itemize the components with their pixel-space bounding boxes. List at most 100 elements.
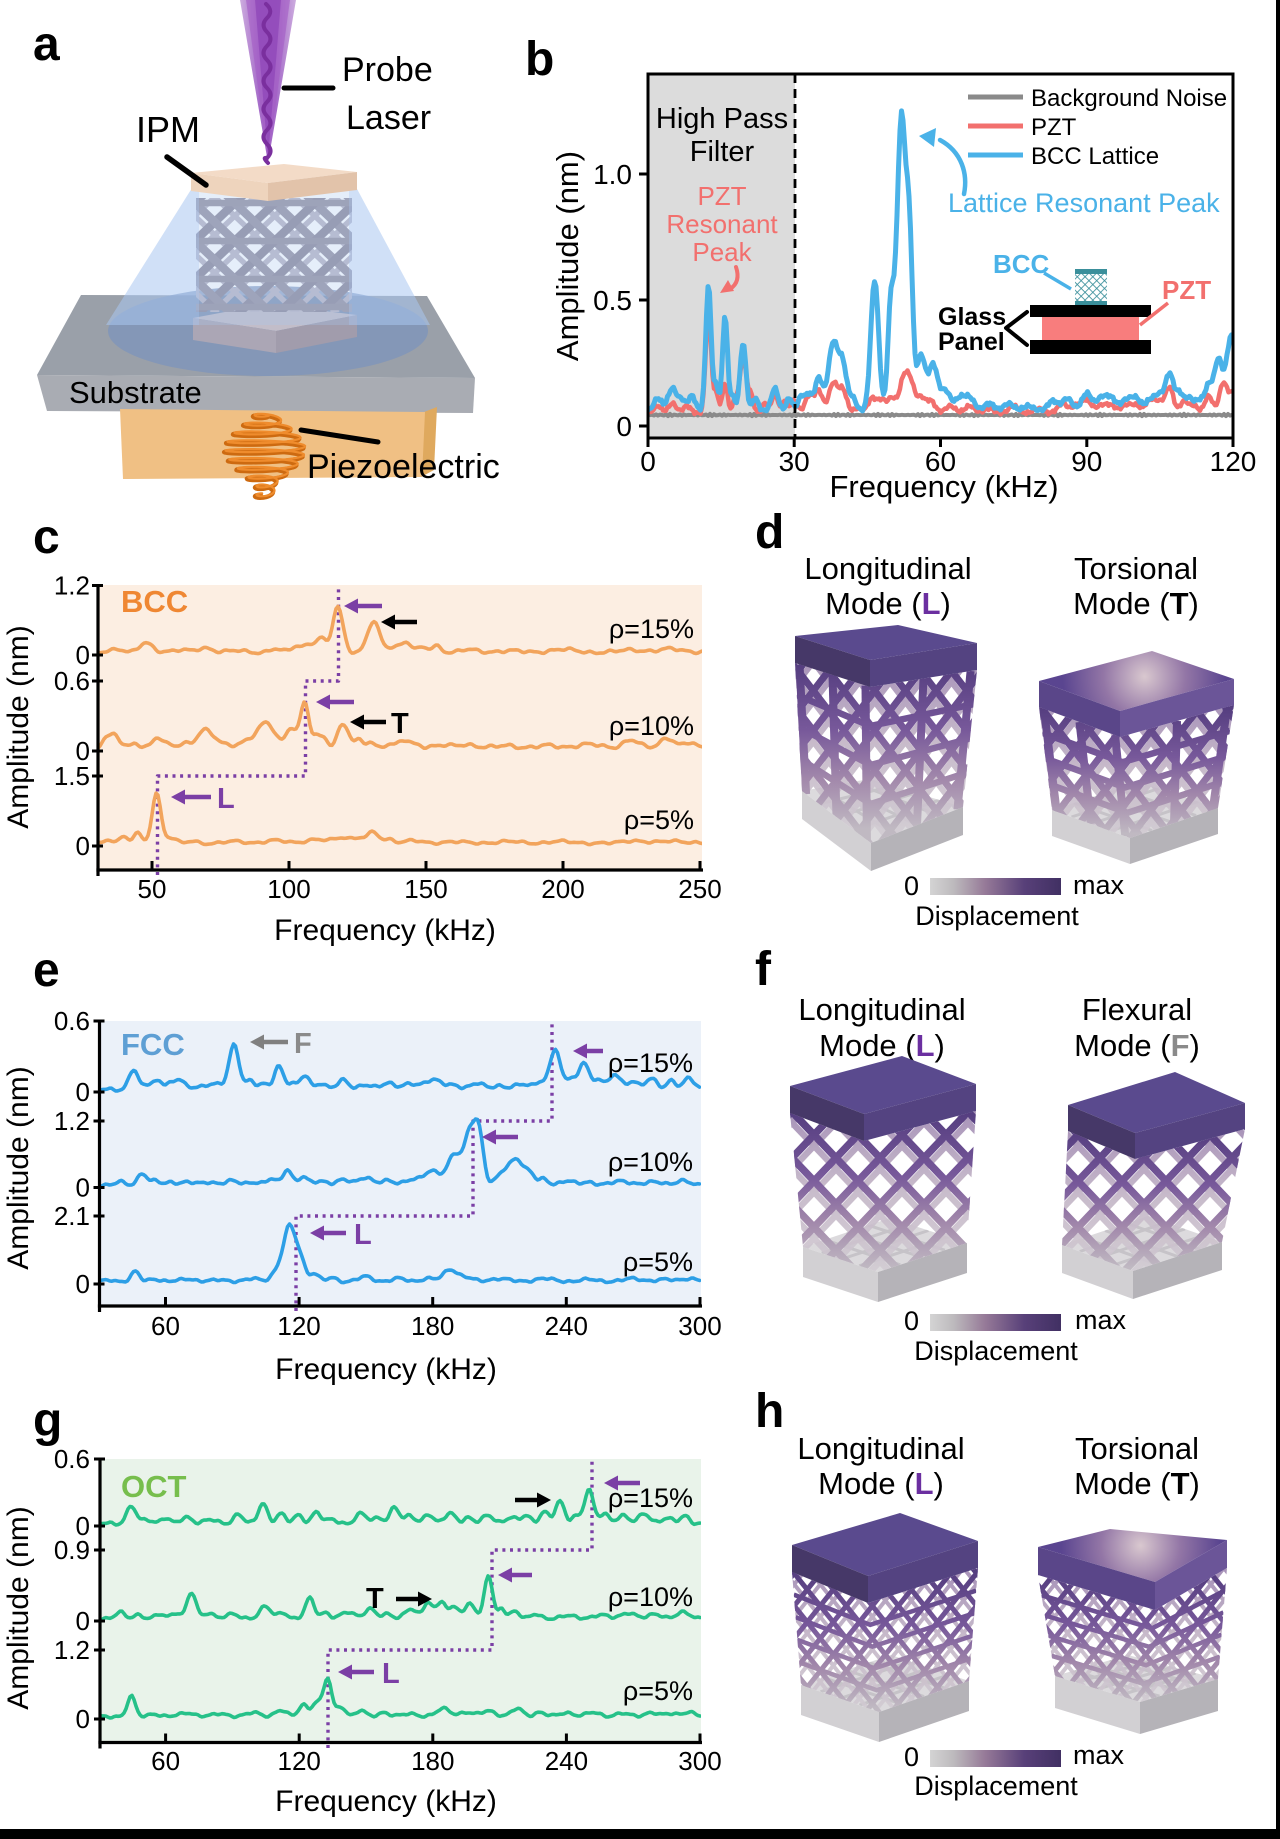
svg-text:0: 0 (76, 1269, 90, 1299)
svg-text:150: 150 (404, 874, 447, 904)
svg-text:50: 50 (138, 874, 167, 904)
svg-text:Frequency (kHz): Frequency (kHz) (829, 469, 1058, 504)
svg-text:1.5: 1.5 (54, 761, 90, 791)
svg-text:Longitudinal: Longitudinal (798, 992, 965, 1027)
svg-text:Frequency (kHz): Frequency (kHz) (275, 1785, 497, 1818)
svg-text:Substrate: Substrate (69, 375, 202, 410)
svg-text:Glass: Glass (938, 303, 1006, 331)
svg-text:90: 90 (1071, 446, 1102, 477)
svg-text:max: max (1073, 870, 1125, 900)
svg-text:0.5: 0.5 (593, 285, 632, 316)
svg-text:300: 300 (678, 1746, 721, 1776)
svg-text:Lattice Resonant Peak: Lattice Resonant Peak (948, 188, 1220, 218)
svg-text:F: F (294, 1028, 312, 1060)
svg-text:Torsional: Torsional (1074, 551, 1198, 586)
svg-text:2.1: 2.1 (54, 1201, 90, 1231)
svg-text:g: g (33, 1394, 62, 1447)
svg-text:0: 0 (76, 736, 90, 766)
svg-text:0: 0 (76, 1704, 90, 1734)
svg-text:240: 240 (545, 1746, 588, 1776)
svg-text:T: T (391, 708, 409, 740)
svg-text:0.9: 0.9 (54, 1535, 90, 1565)
svg-text:ρ=15%: ρ=15% (608, 1483, 693, 1513)
svg-text:0: 0 (76, 1173, 90, 1203)
svg-text:300: 300 (678, 1311, 721, 1341)
svg-text:30: 30 (779, 446, 810, 477)
svg-text:0: 0 (904, 871, 919, 901)
svg-text:Mode (T): Mode (T) (1074, 1466, 1200, 1501)
svg-text:ρ=10%: ρ=10% (609, 711, 694, 741)
svg-text:200: 200 (541, 874, 584, 904)
svg-text:1.2: 1.2 (54, 571, 90, 601)
svg-text:0: 0 (76, 1511, 90, 1541)
svg-text:0: 0 (904, 1306, 919, 1336)
svg-text:180: 180 (411, 1311, 454, 1341)
svg-text:0: 0 (76, 1077, 90, 1107)
svg-text:Resonant: Resonant (666, 209, 778, 239)
svg-text:L: L (354, 1219, 372, 1251)
svg-text:0: 0 (640, 446, 656, 477)
svg-text:Displacement: Displacement (915, 901, 1079, 931)
svg-text:L: L (382, 1658, 400, 1690)
svg-text:Amplitude (nm): Amplitude (nm) (550, 151, 585, 361)
svg-text:ρ=5%: ρ=5% (623, 1247, 693, 1277)
svg-text:f: f (755, 943, 772, 996)
svg-text:T: T (366, 1583, 384, 1615)
svg-text:ρ=5%: ρ=5% (623, 1676, 693, 1706)
svg-text:250: 250 (678, 874, 721, 904)
svg-text:0: 0 (76, 640, 90, 670)
svg-text:Panel: Panel (938, 328, 1005, 356)
svg-text:0: 0 (616, 411, 632, 442)
svg-text:1.0: 1.0 (593, 159, 632, 190)
svg-text:Amplitude (nm): Amplitude (nm) (2, 1506, 35, 1709)
svg-text:max: max (1075, 1305, 1127, 1335)
svg-text:OCT: OCT (121, 1469, 187, 1504)
svg-text:Mode (F): Mode (F) (1074, 1028, 1200, 1063)
svg-text:Longitudinal: Longitudinal (804, 551, 971, 586)
svg-text:Mode (L): Mode (L) (818, 1466, 944, 1501)
svg-text:100: 100 (267, 874, 310, 904)
svg-text:ρ=10%: ρ=10% (608, 1582, 693, 1612)
svg-text:0: 0 (76, 1606, 90, 1636)
svg-text:PZT: PZT (1162, 275, 1211, 305)
svg-text:120: 120 (277, 1311, 320, 1341)
svg-text:Laser: Laser (346, 99, 431, 137)
svg-text:ρ=5%: ρ=5% (624, 805, 694, 835)
svg-text:Frequency (kHz): Frequency (kHz) (275, 1353, 497, 1386)
svg-text:Probe: Probe (342, 51, 433, 89)
svg-text:0.6: 0.6 (54, 666, 90, 696)
svg-text:FCC: FCC (121, 1027, 185, 1062)
svg-text:240: 240 (545, 1311, 588, 1341)
svg-text:BCC Lattice: BCC Lattice (1031, 143, 1159, 170)
svg-text:c: c (33, 511, 60, 564)
svg-text:ρ=15%: ρ=15% (609, 614, 694, 644)
svg-text:Peak: Peak (692, 237, 752, 267)
svg-text:Mode (L): Mode (L) (819, 1028, 945, 1063)
svg-text:d: d (755, 506, 784, 559)
svg-text:60: 60 (151, 1746, 180, 1776)
svg-text:Piezoelectric: Piezoelectric (307, 448, 500, 486)
svg-text:60: 60 (151, 1311, 180, 1341)
svg-text:60: 60 (925, 446, 956, 477)
svg-text:Background Noise: Background Noise (1031, 85, 1227, 112)
svg-text:0: 0 (76, 831, 90, 861)
svg-text:Displacement: Displacement (914, 1336, 1078, 1366)
svg-text:180: 180 (411, 1746, 454, 1776)
svg-text:Filter: Filter (690, 136, 755, 168)
svg-text:IPM: IPM (136, 109, 200, 150)
svg-text:e: e (33, 944, 60, 997)
svg-text:b: b (525, 33, 554, 86)
svg-text:1.2: 1.2 (54, 1106, 90, 1136)
svg-text:120: 120 (1210, 446, 1257, 477)
svg-text:h: h (755, 1385, 784, 1438)
svg-text:Flexural: Flexural (1082, 992, 1192, 1027)
svg-text:BCC: BCC (121, 584, 188, 619)
svg-text:1.2: 1.2 (54, 1635, 90, 1665)
svg-text:PZT: PZT (697, 181, 746, 211)
svg-text:Longitudinal: Longitudinal (797, 1431, 964, 1466)
svg-text:BCC: BCC (993, 249, 1050, 279)
svg-text:120: 120 (278, 1746, 321, 1776)
svg-text:Mode (T): Mode (T) (1073, 586, 1199, 621)
svg-text:PZT: PZT (1031, 114, 1077, 141)
svg-text:Amplitude (nm): Amplitude (nm) (2, 625, 35, 828)
